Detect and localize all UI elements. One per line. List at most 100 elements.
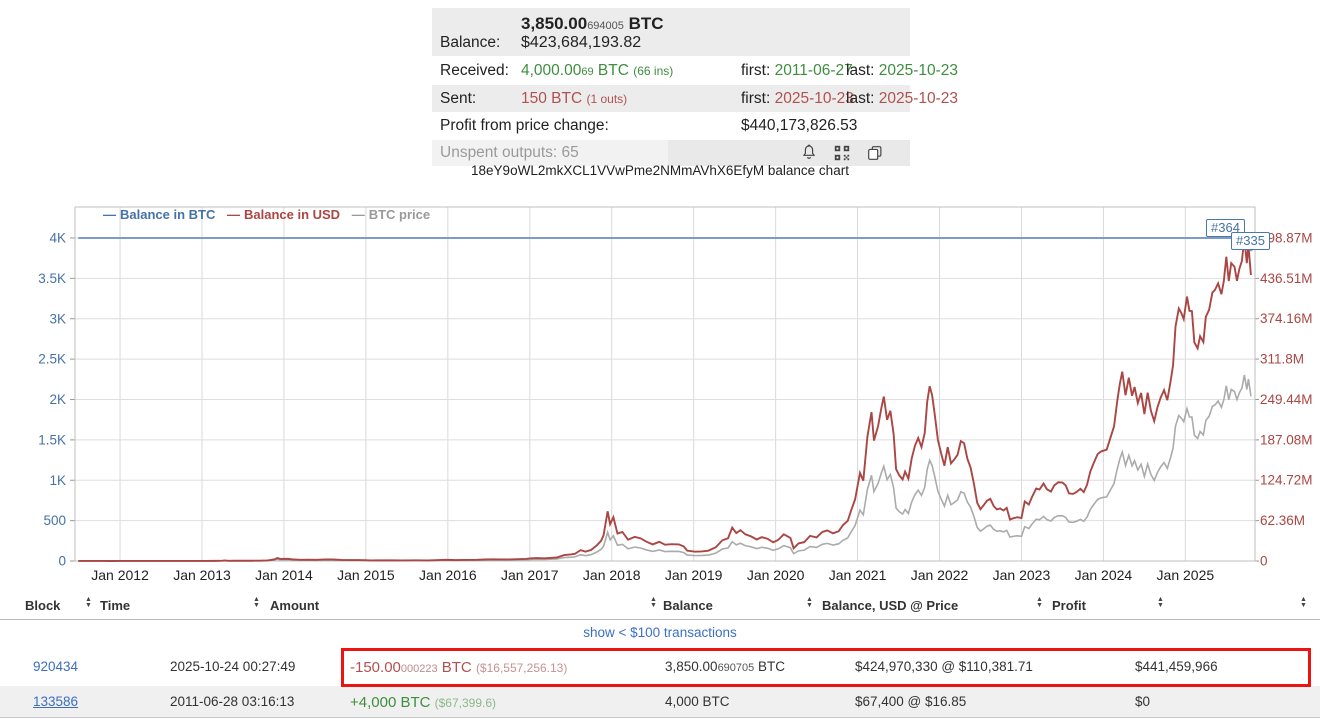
y-left-tick-label: 3.5K xyxy=(38,271,66,286)
y-right-tick-label: 374.16M xyxy=(1260,311,1313,326)
x-tick-label: Jan 2017 xyxy=(500,567,559,583)
y-right-tick-label: 436.51M xyxy=(1260,271,1313,286)
sort-icon[interactable]: ▲ ▼ xyxy=(1157,596,1164,609)
balance-usd-value: $423,684,193.82 xyxy=(521,34,642,51)
column-header-profit[interactable]: Profit xyxy=(1052,598,1086,613)
received-first-date: first: 2011-06-27 xyxy=(741,61,853,79)
y-left-tick-label: 0 xyxy=(58,554,66,569)
profit-cell: $441,459,966 xyxy=(1135,659,1218,674)
sort-icon[interactable]: ▲ ▼ xyxy=(1300,596,1307,609)
btc-price-line xyxy=(78,374,1252,562)
column-header-balance-usd-price[interactable]: Balance, USD @ Price xyxy=(822,598,959,613)
amount-cell: -150.00000223 BTC ($16,557,256.13) xyxy=(350,659,568,676)
x-tick-label: Jan 2025 xyxy=(1156,567,1215,583)
y-right-tick-label: 498.87M xyxy=(1260,231,1313,246)
qr-code-icon[interactable] xyxy=(833,144,851,162)
sort-icon[interactable]: ▲ ▼ xyxy=(1036,596,1043,609)
sort-icon[interactable]: ▲ ▼ xyxy=(806,596,813,609)
y-right-tick-label: 249.44M xyxy=(1260,392,1313,407)
sent-row: Sent: 150 BTC (1 outs) first: 2025-10-23… xyxy=(432,85,958,112)
y-right-tick-label: 124.72M xyxy=(1260,473,1313,488)
x-tick-label: Jan 2023 xyxy=(992,567,1051,583)
balance-usd-line xyxy=(78,237,1252,562)
address-summary-table: Balance: 3,850.00694005 BTC $423,684,193… xyxy=(432,8,958,166)
x-tick-label: Jan 2012 xyxy=(91,567,149,583)
chart-annotation-335[interactable]: #335 xyxy=(1231,232,1270,250)
balance-row: Balance: 3,850.00694005 BTC $423,684,193… xyxy=(432,8,910,56)
y-left-tick-label: 1K xyxy=(49,473,66,488)
x-tick-label: Jan 2015 xyxy=(337,567,395,583)
y-right-tick-label: 311.8M xyxy=(1260,352,1304,367)
transactions-table-header: Block Time Amount Balance Balance, USD @ Pri… xyxy=(0,593,1320,620)
sort-icon[interactable]: ▲ ▼ xyxy=(650,596,657,609)
legend-dash-icon: — xyxy=(226,207,240,222)
y-right-tick-label: 187.08M xyxy=(1260,432,1313,447)
balance-label: Balance: xyxy=(440,34,501,51)
y-left-tick-label: 2.5K xyxy=(38,352,66,367)
y-left-tick-label: 2K xyxy=(49,392,66,407)
legend-dash-icon: — xyxy=(103,207,116,222)
chart-legend: — Balance in BTC — Balance in USD — BTC pri… xyxy=(103,207,438,222)
balance-usd-price-cell: $424,970,330 @ $110,381.71 xyxy=(855,659,1033,674)
balance-btc-value: 3,850.00694005 BTC xyxy=(521,14,664,33)
block-link[interactable]: 133586 xyxy=(33,694,79,709)
y-left-tick-label: 3K xyxy=(49,311,66,326)
balance-cell: 4,000 BTC xyxy=(665,694,730,709)
column-header-balance[interactable]: Balance xyxy=(663,598,713,613)
x-tick-label: Jan 2022 xyxy=(910,567,969,583)
column-header-time[interactable]: Time xyxy=(100,598,131,613)
column-header-amount[interactable]: Amount xyxy=(270,598,320,613)
sent-label: Sent: xyxy=(440,89,477,107)
unspent-outputs-label: Unspent outputs: 65 xyxy=(432,140,668,166)
x-tick-label: Jan 2019 xyxy=(664,567,723,583)
x-tick-label: Jan 2024 xyxy=(1074,567,1133,583)
time-cell: 2011-06-28 03:16:13 xyxy=(170,694,295,709)
y-left-tick-label: 4K xyxy=(49,231,66,246)
column-header-block[interactable]: Block xyxy=(25,598,61,613)
x-tick-label: Jan 2013 xyxy=(173,567,231,583)
sent-first-date: first: 2025-10-23 xyxy=(741,89,854,107)
y-right-tick-label: 0 xyxy=(1260,554,1268,569)
show-small-transactions-row: show < $100 transactions xyxy=(0,620,1320,646)
sort-icon[interactable]: ▲ ▼ xyxy=(253,596,260,609)
y-left-tick-label: 1.5K xyxy=(38,432,66,447)
legend-btc-price[interactable]: — BTC price xyxy=(351,207,431,222)
x-tick-label: Jan 2016 xyxy=(419,567,477,583)
profit-row: Profit from price change: $440,173,826.5… xyxy=(432,113,910,139)
y-left-tick-label: 500 xyxy=(43,513,66,528)
profit-cell: $0 xyxy=(1135,694,1151,709)
transaction-row: 133586 2011-06-28 03:16:13 +4,000 BTC ($67… xyxy=(0,686,1320,718)
balance-cell: 3,850.00690705 BTC xyxy=(665,659,786,674)
bell-icon[interactable] xyxy=(800,144,818,162)
balance-usd-price-cell: $67,400 @ $16.85 xyxy=(855,694,967,709)
amount-cell: +4,000 BTC ($67,399.6) xyxy=(350,694,497,711)
show-small-transactions-link[interactable]: show < $100 transactions xyxy=(583,625,737,640)
x-tick-label: Jan 2021 xyxy=(828,567,887,583)
y-right-tick-label: 62.36M xyxy=(1260,513,1305,528)
profit-label: Profit from price change: xyxy=(440,117,609,134)
legend-dash-icon: — xyxy=(351,207,365,222)
copy-icon[interactable] xyxy=(866,144,884,162)
balance-chart: 4K 3.5K 3K 2.5K 2K 1.5K 1K 500 0 498.87M 436.51M 37… xyxy=(0,190,1320,590)
legend-balance-usd[interactable]: — Balance in USD xyxy=(226,207,341,222)
plot-border xyxy=(74,206,1256,562)
x-tick-label: Jan 2018 xyxy=(582,567,641,583)
balance-btc-line xyxy=(78,237,1253,252)
block-link[interactable]: 920434 xyxy=(33,659,79,674)
unspent-row: Unspent outputs: 65 xyxy=(432,140,910,166)
sent-last-date: last: 2025-10-23 xyxy=(846,89,959,107)
block-link[interactable]: 920434 xyxy=(33,659,78,674)
legend-balance-btc[interactable]: — Balance in BTC xyxy=(103,207,216,222)
x-tick-label: Jan 2014 xyxy=(255,567,313,583)
sort-icon[interactable]: ▲ ▼ xyxy=(85,596,92,609)
chart-canvas[interactable]: 4K 3.5K 3K 2.5K 2K 1.5K 1K 500 0 498.87M 436.51M 37… xyxy=(0,190,1320,590)
chart-title: 18eY9oWL2mkXCL1VVwPme2NMmAVhX6EfyM balan… xyxy=(471,163,849,178)
received-amount: 4,000.0069 BTC (66 ins) xyxy=(521,61,674,79)
received-row: Received: 4,000.0069 BTC (66 ins) first:… xyxy=(432,57,958,84)
block-link[interactable]: 133586 xyxy=(33,694,78,709)
profit-value: $440,173,826.53 xyxy=(741,117,858,134)
time-cell: 2025-10-24 00:27:49 xyxy=(170,659,296,674)
received-last-date: last: 2025-10-23 xyxy=(846,61,959,79)
sent-amount: 150 BTC (1 outs) xyxy=(521,89,628,107)
transactions-table: Block Time Amount Balance Balance, USD @ Pri… xyxy=(0,593,1320,719)
